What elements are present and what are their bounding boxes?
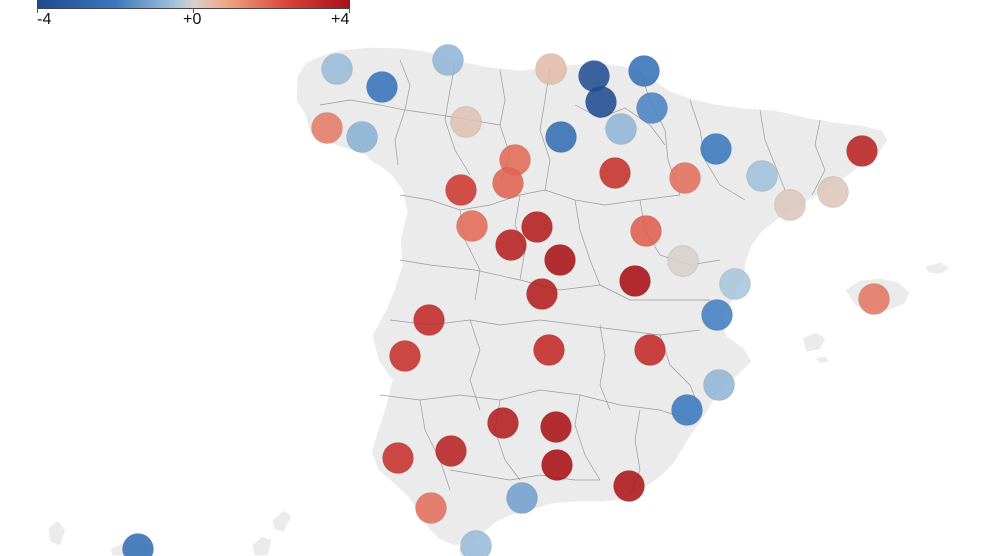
station-anomaly-marker[interactable]	[413, 304, 445, 336]
station-anomaly-marker[interactable]	[599, 157, 631, 189]
station-anomaly-marker[interactable]	[450, 106, 482, 138]
province-border	[599, 324, 611, 411]
station-anomaly-marker[interactable]	[495, 229, 527, 261]
ibiza-island	[801, 331, 827, 353]
province-border	[379, 389, 581, 401]
province-border	[539, 319, 701, 336]
station-anomaly-marker[interactable]	[541, 449, 573, 481]
menorca-island	[924, 261, 952, 275]
landmass	[47, 46, 952, 556]
station-anomaly-marker[interactable]	[700, 133, 732, 165]
station-anomaly-marker[interactable]	[460, 530, 492, 556]
province-border	[399, 189, 546, 211]
station-anomaly-marker[interactable]	[122, 533, 154, 556]
station-anomaly-marker[interactable]	[628, 55, 660, 87]
province-border	[689, 99, 746, 201]
legend-tick-min	[37, 8, 38, 13]
station-anomaly-marker[interactable]	[415, 492, 447, 524]
station-anomaly-marker[interactable]	[669, 162, 701, 194]
station-anomaly-marker[interactable]	[746, 160, 778, 192]
weather-stations	[122, 44, 890, 556]
province-border	[449, 469, 600, 481]
province-border	[444, 64, 471, 176]
canary-island-far-east	[271, 509, 293, 533]
station-anomaly-marker[interactable]	[445, 174, 477, 206]
station-anomaly-marker[interactable]	[634, 334, 666, 366]
station-anomaly-marker[interactable]	[703, 369, 735, 401]
station-anomaly-marker[interactable]	[858, 283, 890, 315]
province-border	[759, 109, 786, 191]
legend-tick-max	[349, 8, 350, 13]
station-anomaly-marker[interactable]	[506, 482, 538, 514]
station-anomaly-marker[interactable]	[544, 244, 576, 276]
station-anomaly-marker[interactable]	[719, 268, 751, 300]
province-border	[574, 199, 601, 286]
station-anomaly-marker[interactable]	[321, 53, 353, 85]
station-anomaly-marker[interactable]	[435, 435, 467, 467]
station-anomaly-marker[interactable]	[613, 470, 645, 502]
station-anomaly-marker[interactable]	[846, 135, 878, 167]
province-border	[399, 259, 601, 291]
station-anomaly-marker[interactable]	[545, 121, 577, 153]
station-anomaly-marker[interactable]	[346, 121, 378, 153]
station-anomaly-marker[interactable]	[817, 176, 849, 208]
province-border	[319, 99, 406, 111]
station-anomaly-marker[interactable]	[492, 167, 524, 199]
station-anomaly-marker[interactable]	[366, 71, 398, 103]
canary-island-east	[251, 535, 273, 556]
station-anomaly-marker[interactable]	[389, 340, 421, 372]
station-anomaly-marker[interactable]	[521, 211, 553, 243]
province-border	[539, 67, 551, 191]
station-anomaly-marker[interactable]	[619, 265, 651, 297]
province-border	[419, 399, 451, 491]
station-anomaly-marker[interactable]	[432, 44, 464, 76]
province-border	[469, 319, 481, 411]
station-anomaly-marker[interactable]	[636, 92, 668, 124]
legend-max-label: +4	[331, 11, 350, 28]
legend-mid-label: +0	[183, 11, 202, 28]
station-anomaly-marker[interactable]	[540, 411, 572, 443]
station-anomaly-marker[interactable]	[311, 112, 343, 144]
station-anomaly-marker[interactable]	[774, 189, 806, 221]
station-anomaly-marker[interactable]	[535, 53, 567, 85]
station-anomaly-marker[interactable]	[382, 442, 414, 474]
station-anomaly-marker[interactable]	[533, 334, 565, 366]
station-anomaly-marker[interactable]	[701, 299, 733, 331]
station-anomaly-marker[interactable]	[605, 113, 637, 145]
station-anomaly-marker[interactable]	[667, 245, 699, 277]
station-anomaly-marker[interactable]	[630, 215, 662, 247]
legend-tick-mid	[193, 8, 194, 13]
canary-island-west	[47, 519, 67, 547]
station-anomaly-marker[interactable]	[487, 407, 519, 439]
formentera-island	[813, 355, 831, 365]
station-anomaly-marker[interactable]	[526, 278, 558, 310]
legend-min-label: -4	[37, 11, 52, 28]
station-anomaly-marker[interactable]	[585, 86, 617, 118]
province-border	[599, 284, 710, 301]
province-border	[811, 119, 826, 196]
province-border	[544, 189, 681, 206]
province-border	[574, 394, 601, 481]
station-anomaly-marker[interactable]	[456, 210, 488, 242]
station-anomaly-marker[interactable]	[671, 394, 703, 426]
color-legend: -4 +0 +4	[37, 0, 351, 40]
spain-mainland	[295, 46, 889, 547]
